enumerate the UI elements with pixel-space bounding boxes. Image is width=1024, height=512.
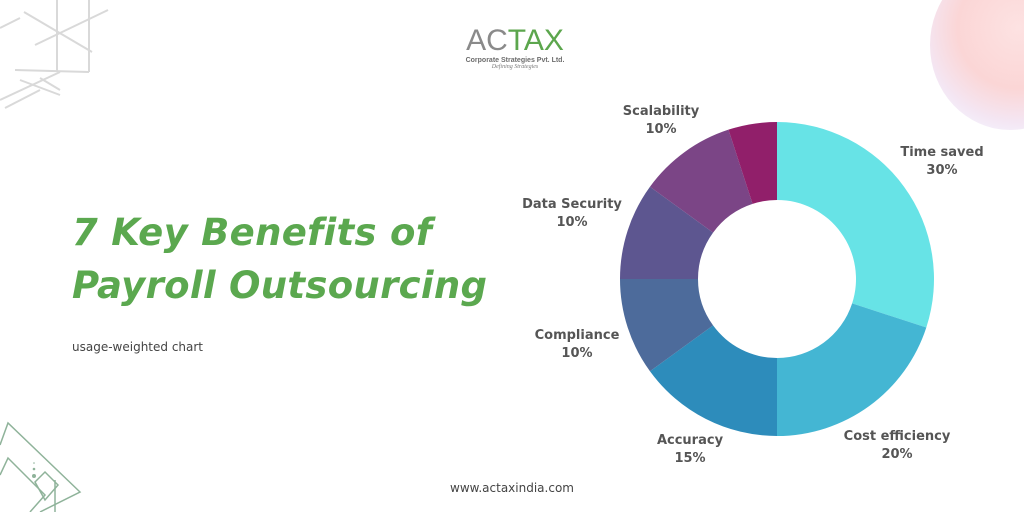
donut-slice-unlabeled (728, 122, 777, 204)
wireframe-decoration (0, 0, 109, 109)
logo-wordmark: ACTAX (466, 24, 564, 57)
label-scalability: Scalability 10% (622, 104, 700, 137)
donut-slice-data-security (620, 186, 714, 279)
chart-subtitle: usage-weighted chart (72, 340, 204, 354)
donut-slice-time-saved (777, 122, 934, 328)
label-compliance: Compliance 10% (534, 328, 620, 361)
title-line-2: Payroll Outsourcing (72, 264, 488, 307)
label-cost-efficiency: Cost efficiency 20% (843, 429, 951, 462)
logo-company-name: Corporate Strategies Pvt. Ltd. (465, 57, 565, 64)
website-url: www.actaxindia.com (450, 481, 574, 495)
company-logo: ACTAX Corporate Strategies Pvt. Ltd. Def… (440, 24, 590, 71)
donut-slice-cost-efficiency (777, 303, 927, 436)
title-line-1: 7 Key Benefits of (72, 211, 433, 254)
diamond-decoration (0, 421, 82, 512)
donut-slice-accuracy (649, 325, 777, 436)
label-data-security: Data Security 10% (522, 197, 622, 230)
label-accuracy: Accuracy 15% (656, 433, 724, 466)
donut-slice-compliance (620, 279, 714, 372)
logo-tagline: Defining Strategies (491, 64, 539, 70)
page-title: 7 Key Benefits of Payroll Outsourcing (72, 206, 487, 312)
donut-slice-scalability (649, 129, 753, 233)
label-time-saved: Time saved 30% (900, 145, 984, 178)
